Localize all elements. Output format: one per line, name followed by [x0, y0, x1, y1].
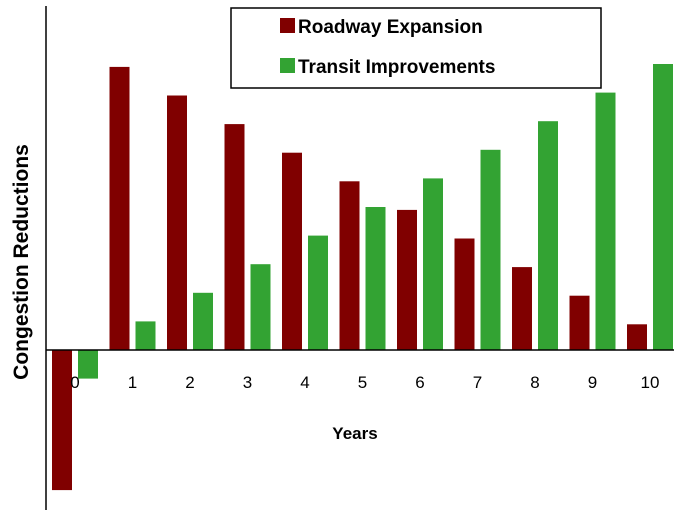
x-tick-label-10: 10	[641, 373, 660, 392]
x-tick-label-6: 6	[415, 373, 424, 392]
bar-transit-8	[538, 121, 558, 350]
x-axis-title: Years	[332, 424, 377, 443]
legend-swatch-roadway	[280, 18, 295, 33]
bar-roadway-4	[282, 152, 302, 350]
x-tick-labels: 0 1 2 3 4 5 6 7 8 9 10	[70, 373, 659, 392]
bar-roadway-7	[454, 238, 475, 350]
bar-roadway-2	[167, 95, 187, 350]
bar-transit-4	[308, 235, 328, 350]
bars-group	[52, 64, 673, 491]
legend: Roadway Expansion Transit Improvements	[230, 7, 602, 89]
x-tick-label-7: 7	[473, 373, 482, 392]
bar-transit-5	[365, 207, 386, 350]
x-tick-label-2: 2	[185, 373, 194, 392]
bar-transit-9	[595, 92, 616, 350]
bar-transit-2	[193, 292, 213, 350]
bar-roadway-1	[109, 66, 130, 351]
bar-transit-6	[423, 178, 443, 350]
bar-roadway-3	[224, 124, 245, 350]
legend-label-transit: Transit Improvements	[298, 57, 495, 78]
bar-roadway-8	[512, 267, 532, 350]
x-tick-label-1: 1	[128, 373, 137, 392]
x-tick-label-4: 4	[300, 373, 309, 392]
x-tick-label-3: 3	[243, 373, 252, 392]
bar-roadway-9	[569, 295, 590, 350]
bar-roadway-5	[339, 181, 360, 350]
bar-roadway-0	[52, 350, 72, 491]
bar-roadway-6	[397, 209, 417, 350]
bar-roadway-10	[627, 324, 647, 350]
bar-transit-0	[78, 350, 98, 379]
y-axis-title: Congestion Reductions	[10, 144, 33, 380]
bar-transit-3	[250, 264, 271, 350]
bar-transit-7	[480, 149, 501, 350]
x-tick-label-5: 5	[358, 373, 367, 392]
bar-transit-10	[653, 64, 673, 350]
x-tick-label-8: 8	[530, 373, 539, 392]
legend-swatch-transit	[280, 58, 295, 73]
x-tick-label-0: 0	[70, 373, 79, 392]
x-tick-label-9: 9	[588, 373, 597, 392]
legend-label-roadway: Roadway Expansion	[298, 17, 483, 38]
bar-transit-1	[135, 321, 156, 350]
